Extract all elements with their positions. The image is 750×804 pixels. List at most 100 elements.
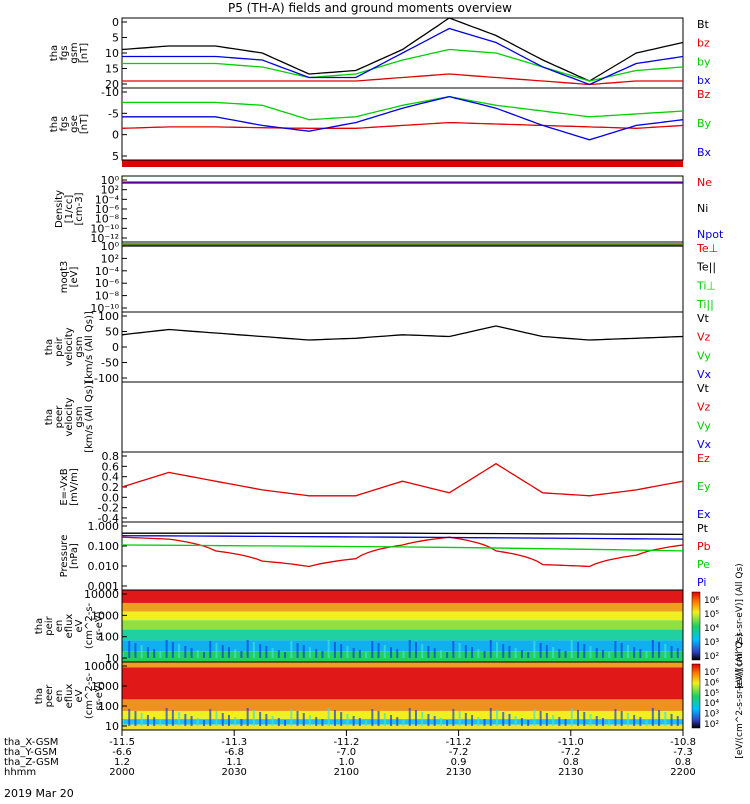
x-tick-z: 1.2 xyxy=(114,757,130,768)
y-tick-label: 10⁻¹⁰ xyxy=(90,302,119,315)
spectrogram-streak xyxy=(471,647,474,658)
spectrogram-streak xyxy=(589,646,592,658)
y-axis-label: [eV] xyxy=(69,267,80,288)
spectrogram-streak xyxy=(446,652,449,658)
legend-vx: Vx xyxy=(697,368,712,381)
y-tick-label: 0.4 xyxy=(102,471,120,484)
spectrogram-streak xyxy=(533,641,536,658)
series-line-fgs-gsm-bt xyxy=(121,17,684,82)
figure-title: P5 (TH-A) fields and ground moments over… xyxy=(228,1,512,15)
spectrogram-streak xyxy=(190,648,193,658)
colorbar xyxy=(691,663,701,729)
spectrogram-streak xyxy=(215,711,218,726)
series-line-fgs-gsm-by xyxy=(122,48,684,82)
spectrogram-streak xyxy=(196,718,199,726)
spectrogram-streak xyxy=(483,651,486,658)
spectrogram-streak xyxy=(427,714,430,726)
colorbar-tick-label: 10³ xyxy=(704,638,719,648)
x-tick-y: -7.3 xyxy=(673,747,693,758)
spectrogram-streak xyxy=(134,711,137,726)
y-axis-label: E=-VxB xyxy=(59,468,70,505)
spectrogram-streak xyxy=(439,718,442,726)
colorbar-axis-label: [eV/(cm^2-s-sr-eV)] (All Qs) xyxy=(735,563,745,688)
y-tick-label: 0.8 xyxy=(102,450,120,463)
x-tick-hhmm: 2000 xyxy=(109,767,134,778)
y-tick-label: 5 xyxy=(112,32,119,45)
spectrogram-streak xyxy=(620,711,623,726)
spectrogram-streak xyxy=(178,712,181,726)
panel-frame xyxy=(121,661,684,731)
spectrogram-streak xyxy=(545,645,548,658)
spectrogram-streak xyxy=(122,652,124,658)
colorbar-tick-label: 10⁷ xyxy=(704,668,719,678)
legend-pb: Pb xyxy=(697,540,711,553)
spectrogram-streak xyxy=(502,644,505,658)
spectrogram-streak xyxy=(626,713,629,726)
legend-pe: Pe xyxy=(697,558,710,571)
x-tick-x: -11.2 xyxy=(446,737,472,748)
legend-pt: Pt xyxy=(697,522,709,535)
spectrogram-streak xyxy=(458,711,461,726)
spectrogram-streak xyxy=(390,647,393,658)
y-axis-label: eflux xyxy=(64,614,75,639)
spectrogram-streak xyxy=(128,709,131,726)
y-tick-label: 10⁻⁶ xyxy=(95,203,120,216)
panel-frame xyxy=(121,241,684,313)
legend-pi: Pi xyxy=(697,576,706,589)
y-axis-label: velocity xyxy=(64,327,75,366)
spectrogram-streak xyxy=(153,649,156,658)
spectrogram-streak xyxy=(221,713,224,726)
spectrogram-streak xyxy=(527,652,530,658)
spectrogram-streak xyxy=(670,714,673,726)
legend-te: Te⊥ xyxy=(696,242,718,255)
x-tick-z: 1.1 xyxy=(226,757,242,768)
x-tick-hhmm: 2100 xyxy=(334,767,359,778)
spectrogram-streak xyxy=(234,717,237,726)
spectrogram-streak xyxy=(190,716,193,726)
spectrogram-streak xyxy=(633,715,636,726)
colorbar-tick-label: 10² xyxy=(704,652,719,662)
spectrogram-band xyxy=(122,602,683,612)
spectrogram-streak xyxy=(290,641,293,658)
spectrogram-streak xyxy=(408,708,411,726)
spectrogram-streak xyxy=(122,720,124,726)
x-tick-y: -6.8 xyxy=(224,747,244,758)
spectrogram-band xyxy=(122,611,683,621)
series-line-efield-ez xyxy=(121,462,684,497)
y-tick-label: 10⁻⁴ xyxy=(95,265,120,278)
x-row-label: tha_Z-GSM xyxy=(4,757,59,768)
y-tick-label: 0 xyxy=(112,129,119,142)
spectrogram-streak xyxy=(259,644,262,658)
legend-ni: Ni xyxy=(697,202,708,215)
y-axis-label: tha xyxy=(49,45,60,61)
y-axis-label: eV xyxy=(74,619,85,632)
spectrogram-streak xyxy=(315,649,318,658)
spectrogram-streak xyxy=(433,648,436,658)
spectrogram-streak xyxy=(203,720,206,726)
spectrogram-streak xyxy=(402,651,405,658)
spectrogram-streak xyxy=(265,714,268,726)
y-tick-label: 0.2 xyxy=(102,481,120,494)
spectrogram-streak xyxy=(140,645,143,658)
legend-ne: Ne xyxy=(697,176,712,189)
spectrogram-streak xyxy=(514,648,517,658)
y-tick-label: 10⁻¹⁰ xyxy=(90,222,119,235)
series-line-pressure-pt xyxy=(122,532,684,536)
legend-ti: Ti⊥ xyxy=(696,279,716,292)
x-tick-x: -11.2 xyxy=(333,737,359,748)
panel-fgs-gse: -10 -5 0 5 tha fgs gse [nT] Bz By Bx xyxy=(49,86,712,163)
spectrogram-streak xyxy=(414,642,417,658)
legend-vy: Vy xyxy=(697,419,711,432)
spectrogram-streak xyxy=(365,720,368,726)
y-axis-label: peir xyxy=(54,336,65,356)
legend-bx: Bx xyxy=(697,146,712,159)
y-tick-label: 1.000 xyxy=(88,520,120,533)
y-axis-label: [1/cc] xyxy=(64,195,75,224)
spectrogram-streak xyxy=(252,642,255,658)
spectrogram-streak xyxy=(159,719,162,726)
y-tick-label: 15 xyxy=(105,63,119,76)
spectrogram-streak xyxy=(321,651,324,658)
y-axis-label: (cm^2-s- xyxy=(84,672,95,719)
